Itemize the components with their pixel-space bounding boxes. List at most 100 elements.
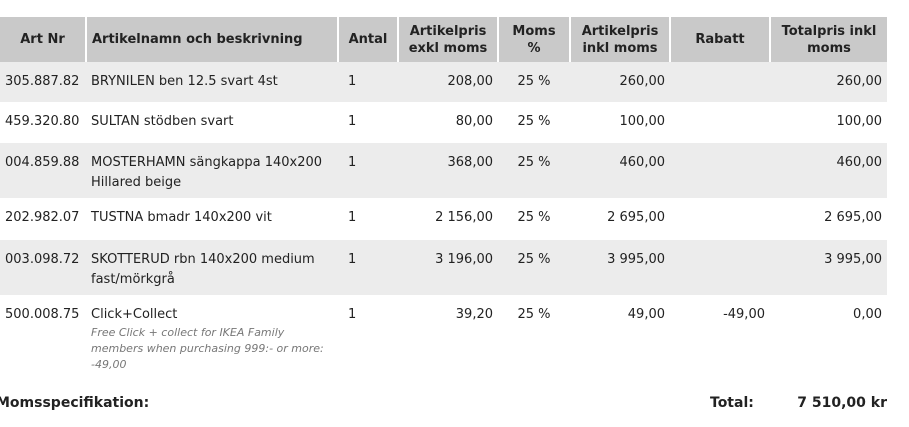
invoice-table: Art Nr Artikelnamn och beskrivning Antal Ar…	[0, 17, 887, 380]
table-cell: 25 %	[498, 62, 570, 102]
cell-text: 25 %	[517, 307, 551, 322]
table-cell: 460,00	[570, 143, 670, 198]
table-cell: 1	[338, 295, 398, 380]
column-header: Artikelpris inkl moms	[569, 17, 670, 62]
table-cell: 208,00	[398, 62, 498, 102]
cell-text: 1	[348, 114, 357, 129]
table-cell: 1	[338, 240, 398, 295]
table-cell: 460,00	[770, 143, 887, 198]
table-cell: 202.982.07	[0, 198, 86, 240]
total-label: Total:	[710, 395, 754, 411]
footer-label: Momsspecifikation:	[0, 395, 150, 411]
table-cell: 1	[338, 143, 398, 198]
cell-text: 3 995,00	[824, 252, 882, 267]
cell-text: 2 695,00	[607, 210, 665, 225]
cell-text: 1	[348, 155, 357, 170]
cell-text: 1	[348, 210, 357, 225]
table-cell	[670, 240, 770, 295]
cell-text: 500.008.75	[5, 307, 80, 322]
table-cell	[670, 198, 770, 240]
table-cell: 3 995,00	[770, 240, 887, 295]
cell-text: 25 %	[517, 210, 551, 225]
cell-text: 3 196,00	[435, 252, 493, 267]
cell-text: 2 695,00	[824, 210, 882, 225]
table-cell: 004.859.88	[0, 143, 86, 198]
total: 7 510,00 kr	[797, 395, 887, 411]
header-row: Art Nr Artikelnamn och beskrivning Antal Ar…	[0, 17, 887, 62]
cell-text: 460,00	[619, 155, 666, 170]
cell-text: 260,00	[619, 74, 666, 89]
table-cell: 1	[338, 198, 398, 240]
table-cell: 25 %	[498, 198, 570, 240]
cell-text: 3 995,00	[607, 252, 665, 267]
cell-text: SULTAN stödben svart	[91, 114, 234, 129]
cell-text: 1	[348, 74, 357, 89]
table-cell: 0,00	[770, 295, 887, 380]
cell-text: 25 %	[517, 155, 551, 170]
table-cell: 368,00	[398, 143, 498, 198]
table-cell: 25 %	[498, 295, 570, 380]
table-cell: TUSTNA bmadr 140x200 vit	[86, 198, 338, 240]
table-cell: 100,00	[570, 102, 670, 143]
cell-text: 2 156,00	[435, 210, 493, 225]
table-cell: 500.008.75	[0, 295, 86, 380]
table-cell: SKOTTERUD rbn 140x200 medium fast/mörkgr…	[86, 240, 338, 295]
item-note: Free Click + collect for IKEA Family mem…	[91, 326, 324, 371]
cell-text: 003.098.72	[5, 252, 80, 267]
cell-text: 49,00	[627, 307, 665, 322]
cell-text: MOSTERHAMN sängkappa 140x200 Hillared be…	[91, 155, 323, 190]
cell-text: 25 %	[517, 114, 551, 129]
cell-text: BRYNILEN ben 12.5 svart 4st	[91, 74, 278, 89]
cell-text: -49,00	[723, 307, 765, 322]
cell-text: 208,00	[447, 74, 494, 89]
cell-text: 368,00	[447, 155, 494, 170]
table-cell: 459.320.80	[0, 102, 86, 143]
cell-text: 460,00	[836, 155, 883, 170]
table-cell: 25 %	[498, 143, 570, 198]
cell-text: 459.320.80	[5, 114, 80, 129]
table-body: 305.887.82 BRYNILEN ben 12.5 svart 4st 1 20…	[0, 62, 887, 380]
table-row: 202.982.07 TUSTNA bmadr 140x200 vit 1 2 156…	[0, 198, 887, 240]
column-header: Artikelpris exkl moms	[397, 17, 498, 62]
table-cell: 80,00	[398, 102, 498, 143]
cell-text: 202.982.07	[5, 210, 80, 225]
table-cell: 1	[338, 102, 398, 143]
cell-text: 0,00	[853, 307, 882, 322]
column-header: Artikelnamn och beskrivning	[85, 17, 338, 62]
table-cell	[670, 143, 770, 198]
column-header: Rabatt	[669, 17, 770, 62]
table-cell: BRYNILEN ben 12.5 svart 4st	[86, 62, 338, 102]
table-cell: MOSTERHAMN sängkappa 140x200 Hillared be…	[86, 143, 338, 198]
table-row: 004.859.88 MOSTERHAMN sängkappa 140x200 H…	[0, 143, 887, 198]
cell-text: 004.859.88	[5, 155, 80, 170]
table-cell: 260,00	[570, 62, 670, 102]
table-cell: Click+Collect Free Click + collect for IK…	[86, 295, 338, 380]
table-cell	[670, 102, 770, 143]
table-cell: 1	[338, 62, 398, 102]
cell-text: Click+Collect	[91, 307, 178, 322]
cell-text: SKOTTERUD rbn 140x200 medium fast/mörkgr…	[91, 252, 315, 287]
table-cell: 3 995,00	[570, 240, 670, 295]
cell-text: 100,00	[836, 114, 883, 129]
table-row: 459.320.80 SULTAN stödben svart 1 80,00 25 %…	[0, 102, 887, 143]
table-cell: 39,20	[398, 295, 498, 380]
cell-text: 260,00	[836, 74, 883, 89]
cell-text: 305.887.82	[5, 74, 80, 89]
table-cell: 260,00	[770, 62, 887, 102]
table-cell: 2 695,00	[770, 198, 887, 240]
table-cell: 2 156,00	[398, 198, 498, 240]
table-cell: 100,00	[770, 102, 887, 143]
table-cell: -49,00	[670, 295, 770, 380]
cell-text: 80,00	[455, 114, 493, 129]
cell-text: 100,00	[619, 114, 666, 129]
column-header: Art Nr	[0, 17, 86, 62]
column-header: Totalpris inkl moms	[769, 17, 887, 62]
table-cell: 003.098.72	[0, 240, 86, 295]
table-cell: 305.887.82	[0, 62, 86, 102]
table-cell: 3 196,00	[398, 240, 498, 295]
cell-text: 1	[348, 307, 357, 322]
column-header: Antal	[337, 17, 398, 62]
table-cell: 2 695,00	[570, 198, 670, 240]
cell-text: 39,20	[455, 307, 493, 322]
